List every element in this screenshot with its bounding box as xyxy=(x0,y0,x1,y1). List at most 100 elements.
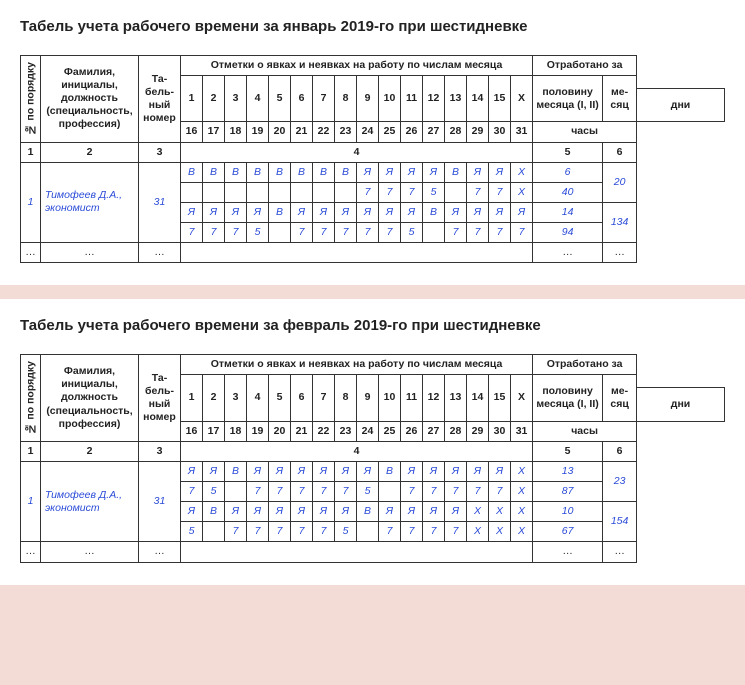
day-header: 17 xyxy=(203,122,225,142)
day-header: 4 xyxy=(247,76,269,122)
mark-cell: 7 xyxy=(313,482,335,502)
mark-cell: 7 xyxy=(313,522,335,542)
day-header: 6 xyxy=(291,76,313,122)
half-hours: 87 xyxy=(533,482,603,502)
day-header: 21 xyxy=(291,122,313,142)
day-header: 23 xyxy=(335,421,357,441)
mark-cell: 7 xyxy=(313,223,335,243)
mark-cell: Я xyxy=(247,502,269,522)
mark-cell: Я xyxy=(467,202,489,222)
mark-cell: В xyxy=(379,461,401,481)
day-header: 31 xyxy=(511,122,533,142)
timesheet-title: Табель учета рабочего времени за январь … xyxy=(20,18,725,35)
mark-cell: Я xyxy=(335,502,357,522)
mark-cell: Я xyxy=(423,502,445,522)
day-header: 20 xyxy=(269,421,291,441)
ellipsis-cell: … xyxy=(21,542,41,562)
colnum: 1 xyxy=(21,441,41,461)
col-header-month: ме-сяц xyxy=(603,375,637,421)
mark-cell: 5 xyxy=(335,522,357,542)
day-header: 28 xyxy=(445,122,467,142)
mark-cell: Я xyxy=(247,202,269,222)
day-header: 12 xyxy=(423,76,445,122)
day-header: X xyxy=(511,375,533,421)
col-header-name: Фамилия, инициалы, должность (специально… xyxy=(41,56,139,143)
month-days: 23 xyxy=(603,461,637,501)
col-header-num: № по порядку xyxy=(21,56,41,143)
mark-cell: X xyxy=(467,502,489,522)
half2-hours: 94 xyxy=(533,223,603,243)
day-header: 23 xyxy=(335,122,357,142)
day-header: 18 xyxy=(225,122,247,142)
mark-cell: X xyxy=(511,182,533,202)
mark-cell: 7 xyxy=(379,522,401,542)
label-hours: часы xyxy=(533,421,637,441)
mark-cell: Я xyxy=(423,461,445,481)
mark-cell: 5 xyxy=(401,223,423,243)
mark-cell: Я xyxy=(489,162,511,182)
mark-cell: 5 xyxy=(247,223,269,243)
day-header: 22 xyxy=(313,421,335,441)
day-header: 4 xyxy=(247,375,269,421)
mark-cell: 7 xyxy=(467,223,489,243)
mark-cell: В xyxy=(203,502,225,522)
day-header: 30 xyxy=(489,421,511,441)
mark-cell xyxy=(203,522,225,542)
mark-cell xyxy=(225,482,247,502)
mark-cell: Я xyxy=(269,461,291,481)
mark-cell xyxy=(181,182,203,202)
half-days: 13 xyxy=(533,461,603,481)
day-header: 27 xyxy=(423,421,445,441)
mark-cell: 7 xyxy=(489,182,511,202)
day-header: 7 xyxy=(313,375,335,421)
day-header: 3 xyxy=(225,76,247,122)
day-header: 30 xyxy=(489,122,511,142)
mark-cell xyxy=(313,182,335,202)
month-hours: 134 xyxy=(603,202,637,242)
day-header: 22 xyxy=(313,122,335,142)
day-header: 5 xyxy=(269,375,291,421)
timesheet-table: № по порядкуФамилия, инициалы, должность… xyxy=(20,354,725,562)
ellipsis-cell: … xyxy=(41,542,139,562)
day-header: 29 xyxy=(467,122,489,142)
mark-cell: X xyxy=(467,522,489,542)
mark-cell: 7 xyxy=(401,482,423,502)
col-header-name: Фамилия, инициалы, должность (специально… xyxy=(41,355,139,442)
day-header: 18 xyxy=(225,421,247,441)
colnum: 6 xyxy=(603,142,637,162)
day-header: 15 xyxy=(489,76,511,122)
mark-cell: 7 xyxy=(247,482,269,502)
day-header: 9 xyxy=(357,375,379,421)
mark-cell: 7 xyxy=(203,223,225,243)
day-header: 25 xyxy=(379,421,401,441)
month-hours: 154 xyxy=(603,502,637,542)
colnum: 3 xyxy=(139,441,181,461)
ellipsis-cell: … xyxy=(533,243,603,263)
mark-cell: Я xyxy=(489,461,511,481)
mark-cell: 7 xyxy=(291,482,313,502)
colnum: 4 xyxy=(181,441,533,461)
col-header-half: половину месяца (I, II) xyxy=(533,76,603,122)
mark-cell: Я xyxy=(423,162,445,182)
day-header: 28 xyxy=(445,421,467,441)
mark-cell: 7 xyxy=(467,482,489,502)
mark-cell: Я xyxy=(379,162,401,182)
ellipsis-cell: … xyxy=(139,243,181,263)
mark-cell xyxy=(335,182,357,202)
mark-cell xyxy=(269,182,291,202)
mark-cell: 7 xyxy=(401,182,423,202)
day-header: 7 xyxy=(313,76,335,122)
day-header: 26 xyxy=(401,421,423,441)
colnum: 5 xyxy=(533,142,603,162)
mark-cell xyxy=(269,223,291,243)
mark-cell: Я xyxy=(445,461,467,481)
day-header: 26 xyxy=(401,122,423,142)
mark-cell: X xyxy=(489,522,511,542)
mark-cell: 7 xyxy=(247,522,269,542)
mark-cell: Я xyxy=(357,202,379,222)
half2-days: 10 xyxy=(533,502,603,522)
mark-cell: 7 xyxy=(445,522,467,542)
day-header: 17 xyxy=(203,421,225,441)
mark-cell: 7 xyxy=(357,182,379,202)
ellipsis-cell: … xyxy=(139,542,181,562)
